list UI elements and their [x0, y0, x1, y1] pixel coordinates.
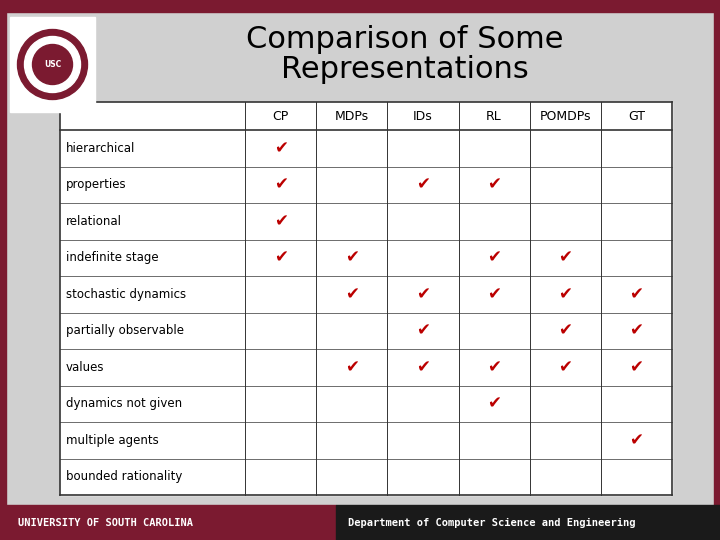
Bar [60, 102, 672, 495]
Text: ✔: ✔ [274, 176, 287, 194]
Text: ✔: ✔ [274, 139, 287, 157]
Text: bounded rationality: bounded rationality [66, 470, 182, 483]
Text: MDPs: MDPs [335, 110, 369, 123]
Bar [336, 505, 720, 540]
Text: USC: USC [44, 60, 61, 69]
Text: UNIVERSITY OF SOUTH CAROLINA: UNIVERSITY OF SOUTH CAROLINA [18, 517, 193, 528]
Text: ✔: ✔ [629, 431, 644, 449]
Text: ✔: ✔ [487, 358, 501, 376]
Text: Department of Computer Science and Engineering: Department of Computer Science and Engin… [348, 517, 636, 528]
Text: dynamics not given: dynamics not given [66, 397, 182, 410]
Text: indefinite stage: indefinite stage [66, 251, 158, 264]
Text: CP: CP [272, 110, 289, 123]
Text: ✔: ✔ [558, 358, 572, 376]
Text: ✔: ✔ [487, 395, 501, 413]
Text: IDs: IDs [413, 110, 433, 123]
Text: POMDPs: POMDPs [539, 110, 591, 123]
Circle shape [32, 44, 73, 84]
Text: GT: GT [628, 110, 645, 123]
Text: ✔: ✔ [487, 285, 501, 303]
Bar [0, 0, 6, 540]
Circle shape [24, 37, 81, 92]
Text: ✔: ✔ [558, 322, 572, 340]
Text: stochastic dynamics: stochastic dynamics [66, 288, 186, 301]
Text: ✔: ✔ [629, 322, 644, 340]
Text: multiple agents: multiple agents [66, 434, 158, 447]
Bar [714, 0, 720, 540]
Bar [10, 17, 95, 112]
Text: partially observable: partially observable [66, 324, 184, 338]
Text: ✔: ✔ [274, 212, 287, 230]
Text: hierarchical: hierarchical [66, 141, 135, 155]
Text: ✔: ✔ [345, 358, 359, 376]
Text: ✔: ✔ [416, 285, 430, 303]
Circle shape [17, 30, 88, 99]
Text: ✔: ✔ [345, 249, 359, 267]
Text: ✔: ✔ [558, 249, 572, 267]
Text: ✔: ✔ [487, 249, 501, 267]
Text: Comparison of Some: Comparison of Some [246, 25, 563, 55]
Text: properties: properties [66, 178, 127, 191]
Text: ✔: ✔ [274, 249, 287, 267]
Text: ✔: ✔ [416, 176, 430, 194]
Bar [6, 505, 336, 540]
Text: ✔: ✔ [487, 176, 501, 194]
Text: relational: relational [66, 215, 122, 228]
Text: ✔: ✔ [629, 358, 644, 376]
Text: ✔: ✔ [629, 285, 644, 303]
Text: ✔: ✔ [416, 322, 430, 340]
Text: ✔: ✔ [345, 285, 359, 303]
Text: Representations: Representations [281, 56, 528, 84]
Text: values: values [66, 361, 104, 374]
Text: ✔: ✔ [558, 285, 572, 303]
Text: ✔: ✔ [416, 358, 430, 376]
Bar [0, 0, 720, 12]
Text: RL: RL [486, 110, 502, 123]
